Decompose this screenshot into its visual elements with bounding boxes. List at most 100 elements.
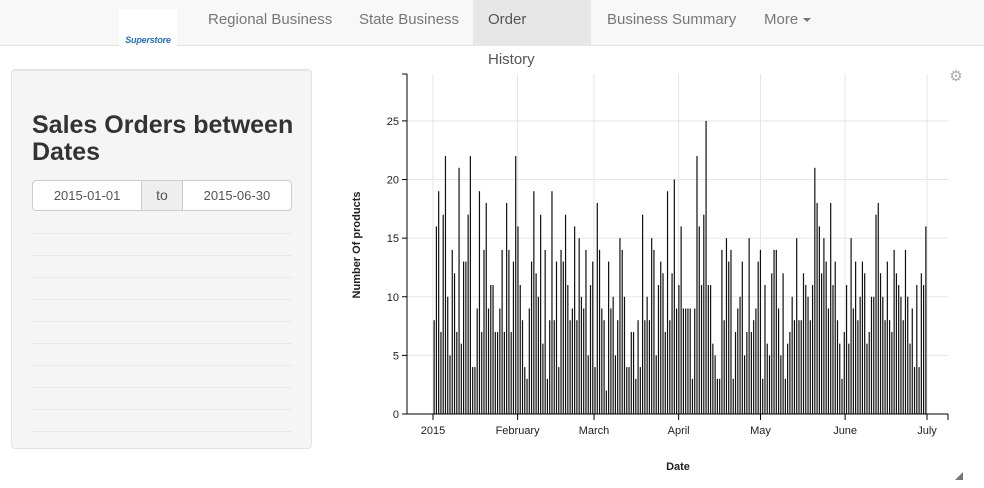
bar xyxy=(723,320,725,414)
bar xyxy=(830,202,832,414)
bar xyxy=(444,156,447,414)
divider xyxy=(32,277,292,299)
start-date-input[interactable]: 2015-01-01 xyxy=(32,180,143,211)
x-tick-label: 2015 xyxy=(421,425,445,437)
bar xyxy=(526,378,528,414)
bar xyxy=(533,191,535,414)
bar xyxy=(789,331,791,414)
x-tick-label: April xyxy=(668,425,690,437)
bar xyxy=(694,308,696,414)
x-tick-label: May xyxy=(750,425,771,437)
bar xyxy=(576,320,578,414)
bar xyxy=(784,378,786,414)
bar xyxy=(605,390,607,414)
bar xyxy=(764,285,766,414)
bar xyxy=(587,355,589,414)
bar xyxy=(719,378,721,414)
divider xyxy=(32,255,292,277)
bar xyxy=(755,308,757,414)
bar xyxy=(739,296,741,414)
bar xyxy=(766,343,768,414)
superstore-logo[interactable]: Superstore xyxy=(119,9,177,47)
bar xyxy=(873,296,875,414)
bar xyxy=(594,367,596,414)
bar xyxy=(753,320,755,414)
nav-business-summary[interactable]: Business Summary xyxy=(607,11,737,28)
bar xyxy=(612,296,614,414)
bar xyxy=(791,296,793,414)
bar xyxy=(746,331,748,414)
nav-order-history[interactable]: Order History xyxy=(473,0,591,68)
bar xyxy=(449,355,451,414)
bar xyxy=(598,249,601,414)
sidebar-panel: Sales Orders between Dates 2015-01-01 to… xyxy=(11,69,312,449)
bar xyxy=(524,367,526,414)
bar xyxy=(508,249,510,414)
bar xyxy=(646,296,648,414)
bar xyxy=(882,296,884,414)
caret-down-icon xyxy=(803,18,812,23)
nav-regional-business[interactable]: Regional Business xyxy=(208,11,333,28)
bar xyxy=(673,179,675,414)
bar xyxy=(802,273,805,414)
bar xyxy=(530,261,533,414)
bar xyxy=(777,308,780,414)
divider xyxy=(32,233,292,255)
bar xyxy=(902,320,904,414)
nav-state-business[interactable]: State Business xyxy=(359,11,460,28)
bar xyxy=(551,191,553,414)
bar xyxy=(521,320,524,414)
bar xyxy=(787,343,789,414)
bar xyxy=(682,308,684,414)
bar xyxy=(603,320,605,414)
bar xyxy=(818,226,820,414)
bar xyxy=(562,261,564,414)
bar xyxy=(555,261,558,414)
x-tick-label: July xyxy=(917,425,937,437)
bar xyxy=(438,191,440,414)
bar xyxy=(496,331,499,414)
bar xyxy=(748,238,750,414)
bar xyxy=(626,367,628,414)
bar xyxy=(821,273,823,414)
bar xyxy=(660,261,662,414)
bar xyxy=(759,249,762,414)
bar xyxy=(630,331,632,414)
bar xyxy=(725,238,728,414)
bar xyxy=(750,331,752,414)
bar xyxy=(592,261,594,414)
bar xyxy=(476,308,478,414)
bar xyxy=(796,238,798,414)
bar xyxy=(866,343,868,414)
bar xyxy=(768,355,771,414)
bar xyxy=(859,296,861,414)
bar xyxy=(907,296,909,414)
bar xyxy=(578,238,580,414)
bar xyxy=(771,273,773,414)
gear-icon[interactable]: ⚙ xyxy=(949,68,963,85)
bar xyxy=(730,249,732,414)
bar xyxy=(685,308,687,414)
bar xyxy=(635,378,637,414)
bar xyxy=(567,285,569,414)
bar xyxy=(447,296,449,414)
bar xyxy=(662,273,664,414)
bar xyxy=(834,261,836,414)
bar xyxy=(904,249,907,414)
divider xyxy=(32,365,292,387)
bar xyxy=(671,273,673,414)
nav-more-dropdown[interactable]: More xyxy=(749,0,826,46)
bar xyxy=(435,226,437,414)
bar xyxy=(712,343,714,414)
y-tick-label: 20 xyxy=(387,175,399,187)
bar xyxy=(895,273,898,414)
bar xyxy=(875,214,877,414)
bar xyxy=(642,214,644,414)
divider xyxy=(32,343,292,365)
bar xyxy=(811,285,814,414)
bar xyxy=(707,285,709,414)
bar xyxy=(918,367,920,414)
bar xyxy=(474,367,476,414)
end-date-input[interactable]: 2015-06-30 xyxy=(181,180,292,211)
resize-handle-icon[interactable] xyxy=(955,472,963,480)
